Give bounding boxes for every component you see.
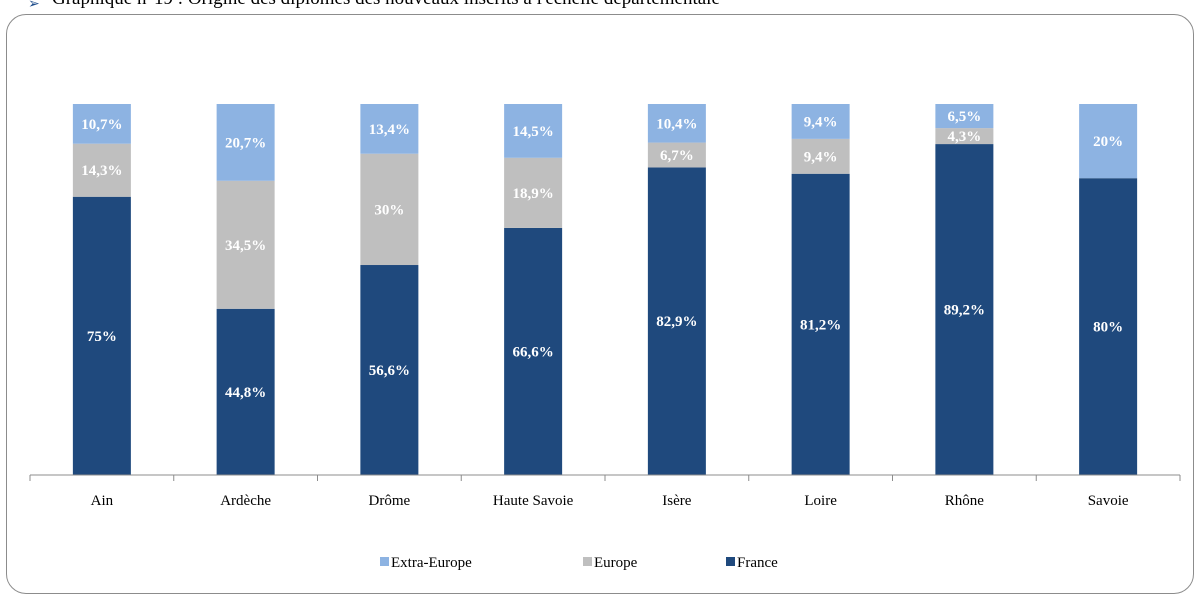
chart-caption: ➢ Graphique n°19 : Origine des diplômes … xyxy=(28,0,720,12)
data-label-france: 75% xyxy=(87,329,117,345)
bar-france-drôme xyxy=(360,265,419,475)
bar-france-loire xyxy=(791,173,850,476)
bars-layer: 75% 14,3% 10,7% 44,8% 34,5% 20,7% 56,6% 30% 13,4… xyxy=(72,104,1138,476)
data-label-europe: 4,3% xyxy=(948,129,982,145)
data-label-extra-europe: 6,5% xyxy=(948,109,982,125)
bar-france-rhône xyxy=(935,144,994,475)
bar-france-ardèche xyxy=(216,308,275,475)
data-label-extra-europe: 10,4% xyxy=(656,116,697,132)
stacked-bar-chart: 75% 14,3% 10,7% 44,8% 34,5% 20,7% 56,6% 30% 13,4… xyxy=(29,104,1181,571)
x-tick-label: Drôme xyxy=(369,493,411,509)
data-label-france: 82,9% xyxy=(656,314,697,330)
data-label-europe: 30% xyxy=(374,202,404,218)
data-label-europe: 34,5% xyxy=(225,238,266,254)
data-label-france: 81,2% xyxy=(800,317,841,333)
bar-extra-europe-rhône xyxy=(935,104,994,129)
x-tick-label: Rhône xyxy=(945,493,985,509)
x-tick-label: Loire xyxy=(804,493,837,509)
caption-text: Graphique n°19 : Origine des diplômes de… xyxy=(52,0,720,9)
bar-extra-europe-savoie xyxy=(1079,104,1138,179)
bar-europe-isère xyxy=(647,142,706,168)
bar-extra-europe-loire xyxy=(791,104,850,139)
x-axis: Ain Ardèche Drôme Haute Savoie Isère Loire Rhô… xyxy=(29,474,1181,509)
caption-bullet-icon: ➢ xyxy=(28,0,40,12)
data-label-france: 44,8% xyxy=(225,385,266,401)
bar-europe-haute-savoie xyxy=(504,157,563,228)
legend-swatch-france xyxy=(726,557,735,566)
legend-swatch-europe xyxy=(583,557,592,566)
data-label-europe: 18,9% xyxy=(513,186,554,202)
bar-europe-drôme xyxy=(360,153,419,266)
data-label-europe: 6,7% xyxy=(660,148,694,164)
legend-label-extra-europe: Extra-Europe xyxy=(391,555,472,571)
bar-europe-rhône xyxy=(935,128,994,145)
bar-extra-europe-haute-savoie xyxy=(504,104,563,158)
bar-europe-loire xyxy=(791,138,850,174)
bar-europe-ardèche xyxy=(216,180,275,309)
bar-extra-europe-ain xyxy=(72,104,131,144)
bar-france-savoie xyxy=(1079,178,1138,475)
data-label-europe: 14,3% xyxy=(81,163,122,179)
x-tick-label: Ardèche xyxy=(220,493,271,509)
data-label-extra-europe: 14,5% xyxy=(513,124,554,140)
data-label-europe: 9,4% xyxy=(804,149,838,165)
bar-extra-europe-drôme xyxy=(360,104,419,154)
bar-france-haute-savoie xyxy=(504,227,563,475)
x-tick-label: Savoie xyxy=(1088,493,1129,509)
data-label-extra-europe: 20,7% xyxy=(225,135,266,151)
data-label-france: 66,6% xyxy=(513,344,554,360)
data-label-france: 56,6% xyxy=(369,363,410,379)
bar-extra-europe-ardèche xyxy=(216,104,275,181)
x-tick-label: Haute Savoie xyxy=(493,493,574,509)
legend: Extra-Europe Europe France xyxy=(380,555,778,571)
x-tick-label: Isère xyxy=(662,493,691,509)
bar-extra-europe-isère xyxy=(647,104,706,143)
legend-label-france: France xyxy=(737,555,778,571)
x-tick-label: Ain xyxy=(91,493,114,509)
data-label-extra-europe: 10,7% xyxy=(81,117,122,133)
legend-label-europe: Europe xyxy=(594,555,638,571)
bar-europe-ain xyxy=(72,143,131,197)
bar-france-isère xyxy=(647,167,706,476)
data-label-extra-europe: 20% xyxy=(1093,134,1123,150)
bar-france-ain xyxy=(72,196,131,475)
legend-swatch-extra-europe xyxy=(380,557,389,566)
data-label-france: 89,2% xyxy=(944,303,985,319)
data-label-france: 80% xyxy=(1093,320,1123,336)
data-label-extra-europe: 13,4% xyxy=(369,122,410,138)
data-label-extra-europe: 9,4% xyxy=(804,114,838,130)
